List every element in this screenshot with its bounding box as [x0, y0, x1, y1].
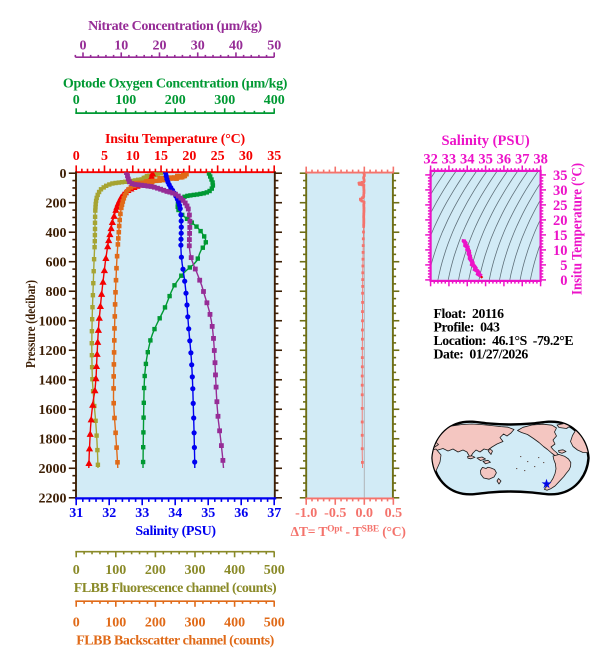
svg-text:-1.0: -1.0: [295, 506, 317, 521]
svg-text:400: 400: [46, 226, 67, 241]
svg-text:31: 31: [69, 506, 83, 521]
svg-text:0: 0: [73, 616, 80, 631]
svg-text:30: 30: [239, 149, 253, 164]
svg-text:0.5: 0.5: [385, 506, 403, 521]
svg-text:1200: 1200: [39, 344, 67, 359]
svg-text:Salinity (PSU): Salinity (PSU): [135, 524, 216, 539]
svg-text:Location: 46.1°S -79.2°E: Location: 46.1°S -79.2°E: [434, 333, 574, 348]
svg-text:200: 200: [145, 563, 166, 578]
svg-text:1600: 1600: [39, 403, 67, 418]
svg-text:50: 50: [267, 39, 281, 54]
svg-text:200: 200: [145, 616, 166, 631]
svg-text:ΔT= TOpt - TSBE (°C): ΔT= TOpt - TSBE (°C): [291, 524, 406, 540]
svg-text:10: 10: [114, 39, 128, 54]
svg-text:100: 100: [115, 93, 136, 108]
svg-text:20: 20: [152, 39, 166, 54]
svg-text:300: 300: [185, 563, 206, 578]
svg-text:15: 15: [553, 228, 568, 244]
svg-text:800: 800: [46, 285, 67, 300]
svg-text:0.0: 0.0: [356, 506, 374, 521]
svg-text:5: 5: [560, 258, 567, 274]
svg-text:Pressure (decibar): Pressure (decibar): [23, 280, 38, 368]
svg-text:Insitu Temperature (°C): Insitu Temperature (°C): [105, 132, 246, 147]
svg-text:0: 0: [73, 149, 80, 164]
svg-text:400: 400: [264, 93, 285, 108]
svg-text:500: 500: [264, 563, 285, 578]
svg-text:-0.5: -0.5: [324, 506, 346, 521]
svg-text:500: 500: [264, 616, 285, 631]
svg-text:35: 35: [478, 152, 493, 168]
svg-text:1400: 1400: [39, 373, 67, 388]
svg-text:35: 35: [267, 149, 281, 164]
svg-text:5: 5: [101, 149, 108, 164]
svg-text:2000: 2000: [39, 462, 67, 477]
svg-text:37: 37: [267, 506, 281, 521]
svg-text:100: 100: [105, 616, 126, 631]
svg-text:38: 38: [533, 152, 548, 168]
svg-text:1000: 1000: [39, 314, 67, 329]
svg-text:32: 32: [102, 506, 116, 521]
svg-text:35: 35: [201, 506, 215, 521]
svg-text:10: 10: [126, 149, 140, 164]
svg-text:0: 0: [73, 563, 80, 578]
svg-text:0: 0: [80, 39, 87, 54]
svg-text:25: 25: [553, 198, 568, 214]
svg-text:20: 20: [182, 149, 196, 164]
svg-text:300: 300: [185, 616, 206, 631]
svg-text:20: 20: [553, 213, 568, 229]
svg-text:37: 37: [515, 152, 530, 168]
svg-text:Salinity (PSU): Salinity (PSU): [441, 133, 529, 149]
svg-text:300: 300: [214, 93, 235, 108]
svg-text:15: 15: [154, 149, 168, 164]
svg-text:30: 30: [553, 183, 568, 199]
svg-text:Insitu Temperature (°C): Insitu Temperature (°C): [570, 163, 586, 295]
svg-text:40: 40: [229, 39, 243, 54]
svg-text:36: 36: [234, 506, 248, 521]
svg-text:FLBB Fluorescence channel (cou: FLBB Fluorescence channel (counts): [74, 581, 277, 596]
svg-text:30: 30: [191, 39, 205, 54]
svg-text:34: 34: [460, 152, 475, 168]
svg-text:400: 400: [224, 616, 245, 631]
svg-text:0: 0: [560, 273, 567, 289]
svg-text:200: 200: [46, 196, 67, 211]
svg-text:33: 33: [135, 506, 149, 521]
svg-text:200: 200: [165, 93, 186, 108]
svg-text:Float: 20116: Float: 20116: [434, 306, 505, 321]
svg-text:FLBB Backscatter channel (coun: FLBB Backscatter channel (counts): [76, 634, 274, 649]
svg-text:Optode Oxygen Concentration (µ: Optode Oxygen Concentration (µm/kg): [63, 76, 288, 91]
svg-text:Date: 01/27/2026: Date: 01/27/2026: [434, 347, 529, 362]
svg-text:Profile: 043: Profile: 043: [434, 320, 500, 335]
svg-text:35: 35: [553, 168, 568, 184]
svg-text:1800: 1800: [39, 432, 67, 447]
svg-text:36: 36: [497, 152, 512, 168]
svg-text:600: 600: [46, 255, 67, 270]
svg-text:Nitrate Concentration (µm/kg): Nitrate Concentration (µm/kg): [88, 19, 262, 34]
svg-text:0: 0: [73, 93, 80, 108]
svg-text:100: 100: [105, 563, 126, 578]
svg-text:32: 32: [423, 152, 438, 168]
svg-text:0: 0: [60, 167, 67, 182]
svg-text:25: 25: [211, 149, 225, 164]
svg-text:34: 34: [168, 506, 182, 521]
svg-text:400: 400: [224, 563, 245, 578]
svg-text:33: 33: [442, 152, 457, 168]
svg-text:2200: 2200: [39, 491, 67, 506]
svg-text:10: 10: [553, 243, 568, 259]
